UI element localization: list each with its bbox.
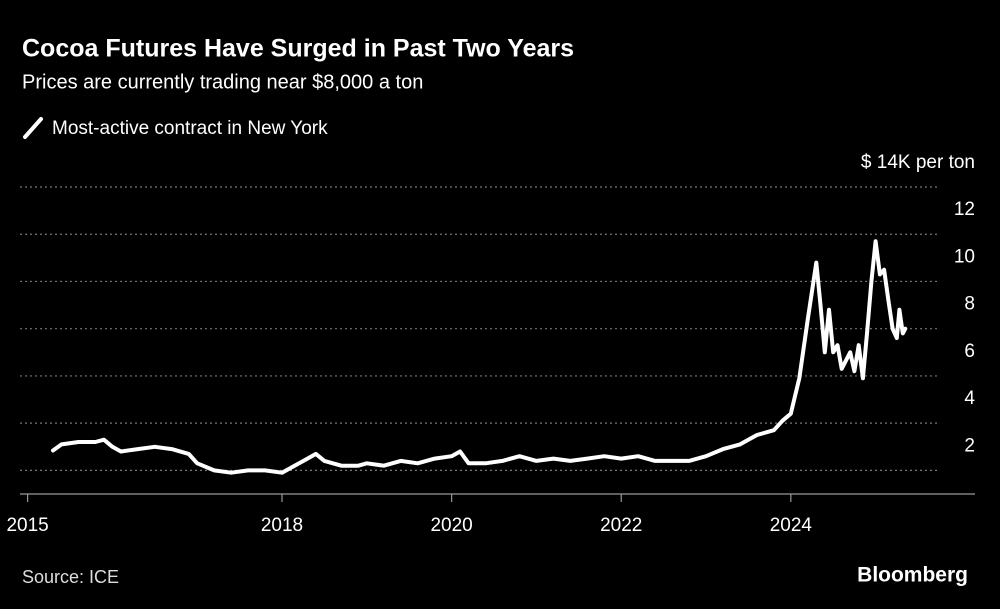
credit: Bloomberg — [857, 564, 968, 587]
x-tick-label: 2018 — [261, 515, 303, 536]
x-tick-label: 2020 — [430, 515, 472, 536]
y-tick-label: $ 14K per ton — [861, 152, 975, 173]
x-tick-label: 2022 — [600, 515, 642, 536]
x-tick-label: 2015 — [6, 515, 48, 536]
y-tick-label: 6 — [964, 341, 975, 362]
legend-label: Most-active contract in New York — [52, 118, 328, 139]
chart-subtitle: Prices are currently trading near $8,000… — [22, 71, 423, 93]
legend-swatch — [23, 117, 43, 139]
y-tick-label: 10 — [954, 246, 975, 267]
x-tick-label: 2024 — [770, 515, 813, 536]
source: Source: ICE — [22, 567, 119, 587]
y-tick-label: 8 — [964, 294, 975, 315]
y-tick-label: 12 — [954, 199, 975, 220]
y-tick-label: 4 — [964, 388, 975, 409]
chart-title: Cocoa Futures Have Surged in Past Two Ye… — [22, 35, 574, 63]
y-tick-label: 2 — [964, 435, 975, 456]
line — [51, 239, 908, 475]
